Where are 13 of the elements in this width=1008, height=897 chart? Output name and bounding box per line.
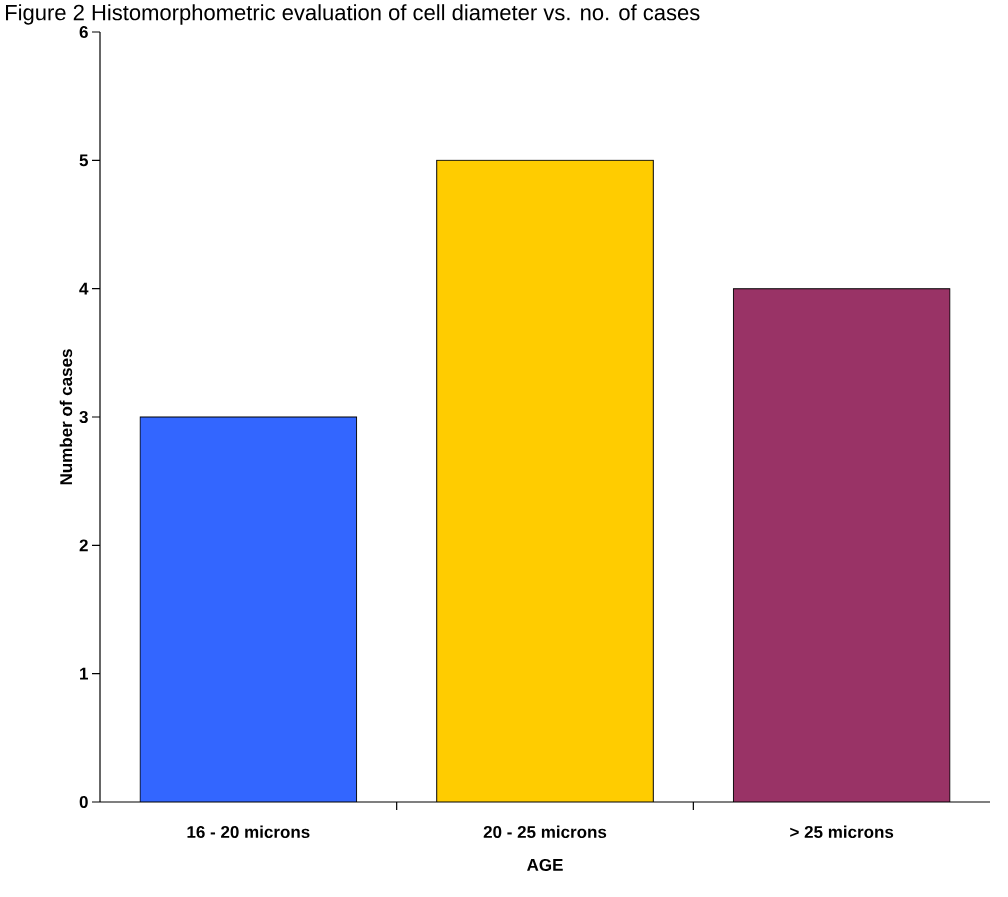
y-tick-label: 2	[79, 539, 88, 552]
y-tick-label: 3	[79, 410, 88, 424]
x-axis-title: AGE	[527, 858, 563, 871]
y-tick-label: 0	[79, 795, 88, 809]
x-tick-label: 20 - 25 microns	[483, 825, 607, 839]
y-tick-label: 6	[79, 25, 88, 39]
y-tick-label: 1	[80, 667, 88, 680]
x-tick-label: > 25 microns	[790, 825, 894, 839]
chart-title: Figure 2 Histomorphometric evaluation of cell diameter vs. no. of cases	[6, 4, 700, 25]
y-axis-title: Number of cases	[59, 349, 73, 485]
y-tick-label: 5	[79, 154, 88, 167]
y-tick-label: 4	[79, 282, 89, 295]
x-tick-label: 16 - 20 microns	[187, 825, 310, 839]
